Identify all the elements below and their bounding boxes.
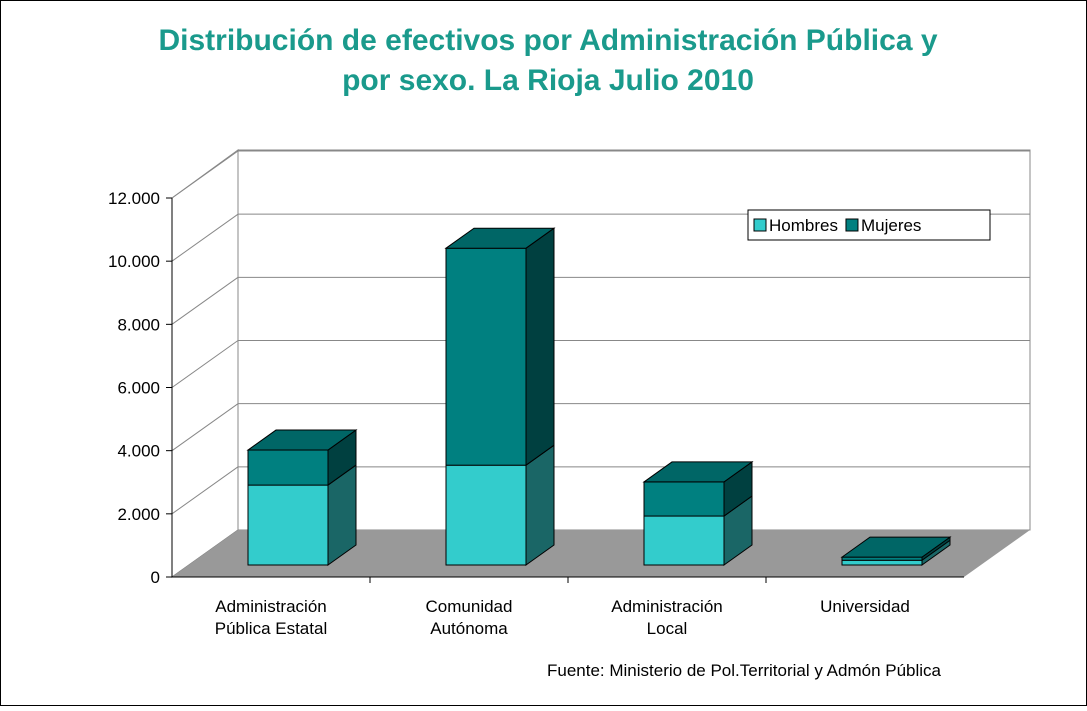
- legend: [747, 209, 991, 241]
- y-tick-label: 2.000: [117, 505, 160, 524]
- bar: [247, 449, 329, 486]
- x-tick-label: Universidad: [820, 597, 910, 616]
- y-tick-label: 12.000: [108, 189, 160, 208]
- bar: [247, 484, 329, 566]
- y-tick-label: 10.000: [108, 252, 160, 271]
- chart-title: Distribución de efectivos por Administra…: [158, 24, 937, 97]
- legend-label: Hombres: [769, 216, 838, 235]
- bar: [841, 559, 923, 566]
- bar-side: [525, 227, 555, 467]
- x-tick-label: Administración Pública Estatal: [215, 597, 327, 638]
- y-tick-label: 8.000: [117, 315, 160, 334]
- source: Fuente: Ministerio de Pol.Territorial y …: [547, 661, 942, 680]
- x-tick-label: Comunidad Autónoma: [426, 597, 513, 638]
- bar-top: [642, 461, 754, 483]
- bar-top: [444, 227, 556, 249]
- bar: [445, 247, 527, 466]
- grid-line: [171, 403, 239, 452]
- y-tick-label: 4.000: [117, 442, 160, 461]
- bar-top: [840, 536, 952, 558]
- bar: [643, 481, 725, 517]
- x-tick-label: Administración Local: [611, 597, 723, 638]
- legend-swatch: [845, 218, 859, 232]
- bar-side: [525, 444, 555, 566]
- y-tick-label: 6.000: [117, 379, 160, 398]
- grid-line: [171, 213, 239, 262]
- bar: [445, 464, 527, 566]
- grid-line: [171, 466, 239, 515]
- grid-line: [171, 340, 239, 388]
- y-tick-label: 0: [151, 568, 160, 587]
- grid-line: [171, 276, 239, 325]
- legend-label: Mujeres: [861, 216, 921, 235]
- floor: [172, 530, 1030, 577]
- grid-line: [171, 150, 239, 199]
- legend-swatch: [753, 218, 767, 232]
- bar: [643, 515, 725, 566]
- bar-top: [246, 429, 358, 451]
